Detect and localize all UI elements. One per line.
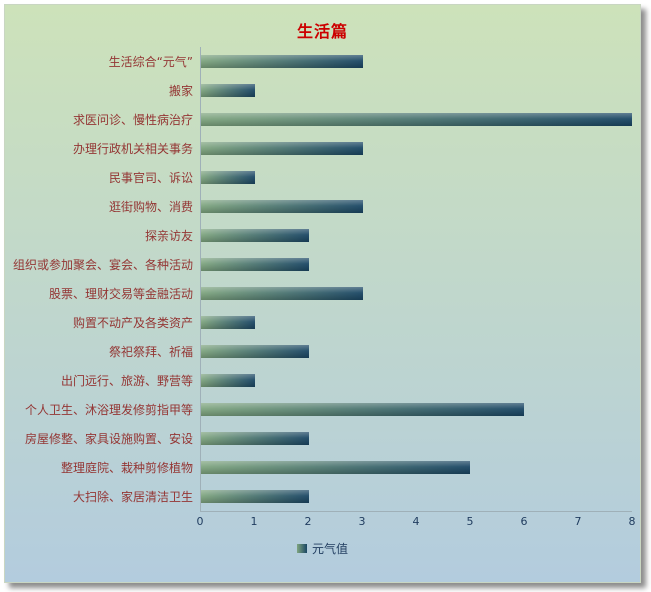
bar-row: 求医问诊、慢性病治疗 bbox=[7, 105, 632, 134]
chart-title: 生活篇 bbox=[296, 22, 348, 41]
bar-track bbox=[200, 279, 632, 308]
category-label: 民事官司、诉讼 bbox=[108, 171, 193, 185]
x-tick-label: 6 bbox=[520, 515, 528, 528]
category-label: 搬家 bbox=[168, 84, 193, 98]
bar-track bbox=[200, 221, 632, 250]
bar-row: 购置不动产及各类资产 bbox=[7, 308, 632, 337]
bar bbox=[201, 55, 363, 68]
bar-track bbox=[200, 424, 632, 453]
category-label: 办理行政机关相关事务 bbox=[72, 142, 193, 156]
bar-track bbox=[200, 76, 632, 105]
chart-panel: 生活篇 生活综合“元气” 搬家求医问诊、慢性病治疗 办理行政机关相关事务民事官司、诉… bbox=[4, 4, 641, 583]
bar bbox=[201, 403, 525, 416]
x-tick-label: 0 bbox=[196, 515, 204, 528]
bar-track bbox=[200, 395, 632, 424]
bar bbox=[201, 287, 363, 300]
bar-track bbox=[200, 337, 632, 366]
x-tick-label: 8 bbox=[628, 515, 636, 528]
bar bbox=[201, 258, 309, 271]
bar-rows: 生活综合“元气” 搬家求医问诊、慢性病治疗 办理行政机关相关事务民事官司、诉讼 逛街购… bbox=[7, 47, 632, 511]
x-tick-label: 2 bbox=[304, 515, 312, 528]
bar-row: 祭祀祭拜、祈福 bbox=[7, 337, 632, 366]
bar bbox=[201, 490, 309, 503]
bar-row: 房屋修整、家具设施购置、安设 bbox=[7, 424, 632, 453]
category-label: 祭祀祭拜、祈福 bbox=[108, 345, 193, 359]
bar-track bbox=[200, 47, 632, 76]
category-label: 组织或参加聚会、宴会、各种活动 bbox=[12, 258, 193, 272]
bar bbox=[201, 345, 309, 358]
bar bbox=[201, 142, 363, 155]
x-tick-label: 5 bbox=[466, 515, 474, 528]
x-axis-line bbox=[200, 511, 632, 512]
bar-track bbox=[200, 105, 632, 134]
x-tick-label: 3 bbox=[358, 515, 366, 528]
bar bbox=[201, 84, 255, 97]
category-label: 个人卫生、沐浴理发修剪指甲等 bbox=[24, 403, 193, 417]
bar-row: 探亲访友 bbox=[7, 221, 632, 250]
bar-row: 搬家 bbox=[7, 76, 632, 105]
bar bbox=[201, 200, 363, 213]
bar-track bbox=[200, 134, 632, 163]
bar bbox=[201, 171, 255, 184]
category-label: 求医问诊、慢性病治疗 bbox=[72, 113, 193, 127]
bar bbox=[201, 113, 632, 126]
bar-track bbox=[200, 250, 632, 279]
bar-track bbox=[200, 366, 632, 395]
category-label: 生活综合“元气” bbox=[108, 55, 193, 69]
bar-row: 办理行政机关相关事务 bbox=[7, 134, 632, 163]
bar-row: 出门远行、旅游、野营等 bbox=[7, 366, 632, 395]
bar-row: 整理庭院、栽种剪修植物 bbox=[7, 453, 632, 482]
category-label: 探亲访友 bbox=[144, 229, 193, 243]
legend: 元气值 bbox=[5, 540, 640, 557]
bar bbox=[201, 316, 255, 329]
bar-track bbox=[200, 308, 632, 337]
bar bbox=[201, 229, 309, 242]
category-label: 购置不动产及各类资产 bbox=[72, 316, 193, 330]
bar bbox=[201, 461, 471, 474]
bar-row: 生活综合“元气” bbox=[7, 47, 632, 76]
x-tick-label: 1 bbox=[250, 515, 258, 528]
category-label: 房屋修整、家具设施购置、安设 bbox=[24, 432, 193, 446]
category-label: 大扫除、家居清洁卫生 bbox=[72, 490, 193, 504]
bar-track bbox=[200, 453, 632, 482]
x-tick-label: 7 bbox=[574, 515, 582, 528]
category-label: 整理庭院、栽种剪修植物 bbox=[60, 461, 193, 475]
bar-row: 民事官司、诉讼 bbox=[7, 163, 632, 192]
bar-track bbox=[200, 482, 632, 511]
legend-swatch-icon bbox=[296, 544, 307, 553]
bar-row: 大扫除、家居清洁卫生 bbox=[7, 482, 632, 511]
bar-track bbox=[200, 163, 632, 192]
bar bbox=[201, 432, 309, 445]
category-label: 逛街购物、消费 bbox=[108, 200, 193, 214]
bar bbox=[201, 374, 255, 387]
x-tick-label: 4 bbox=[412, 515, 420, 528]
category-label: 股票、理财交易等金融活动 bbox=[48, 287, 193, 301]
x-axis-ticks: 0 1 2 3 4 5 6 7 8 bbox=[196, 515, 636, 531]
legend-label: 元气值 bbox=[311, 542, 348, 556]
bar-row: 逛街购物、消费 bbox=[7, 192, 632, 221]
bar-track bbox=[200, 192, 632, 221]
bar-row: 个人卫生、沐浴理发修剪指甲等 bbox=[7, 395, 632, 424]
bar-row: 股票、理财交易等金融活动 bbox=[7, 279, 632, 308]
category-label: 出门远行、旅游、野营等 bbox=[60, 374, 193, 388]
bar-row: 组织或参加聚会、宴会、各种活动 bbox=[7, 250, 632, 279]
